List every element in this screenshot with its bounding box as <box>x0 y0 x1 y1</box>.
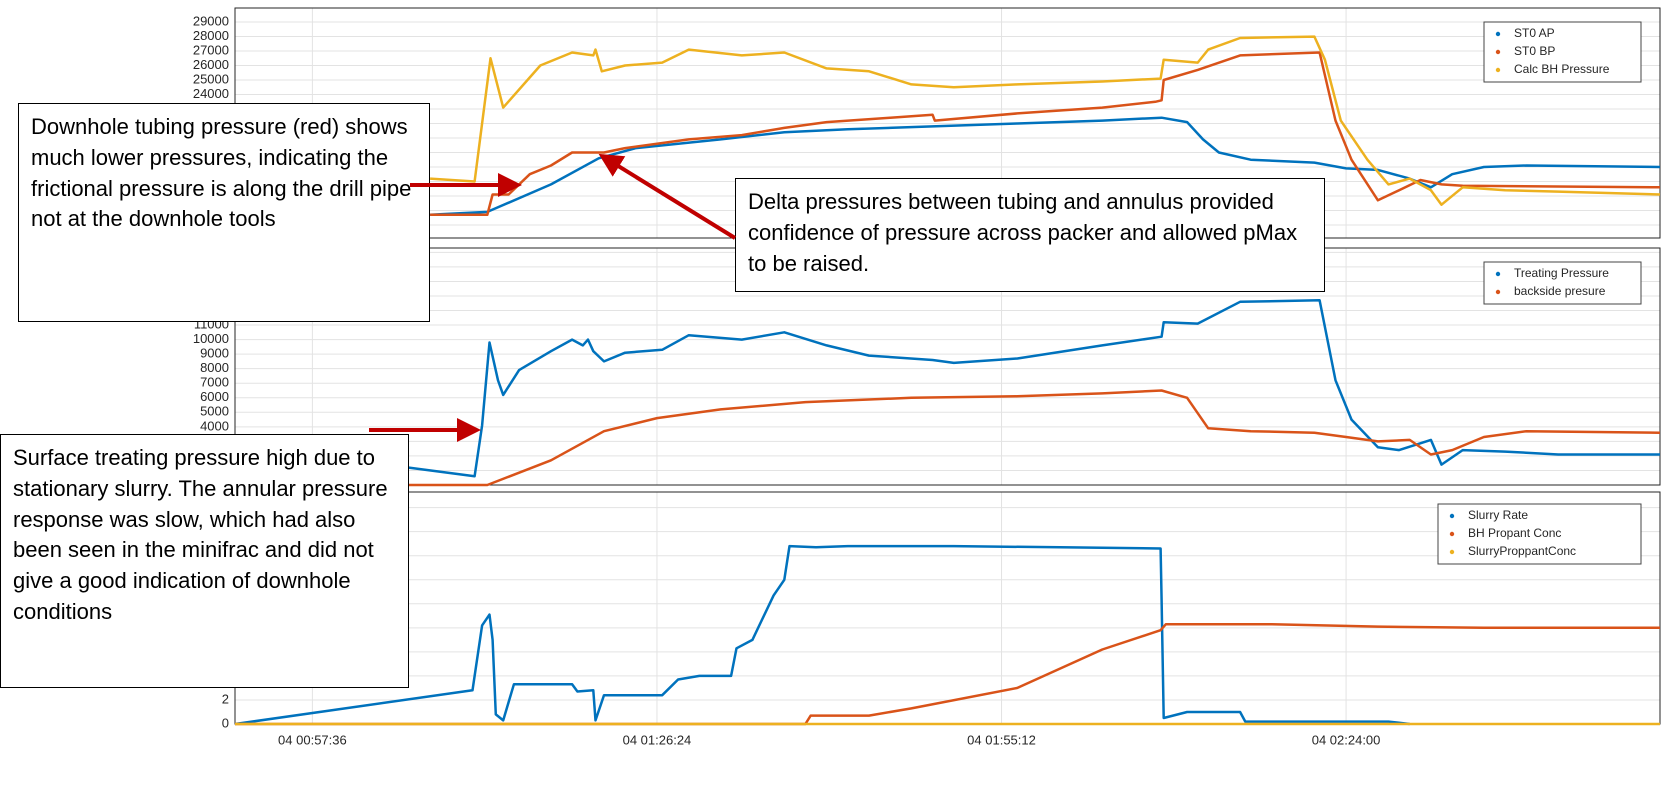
x-tick-label: 04 00:57:36 <box>278 732 347 747</box>
series-line <box>430 116 1661 217</box>
y-tick-label: 24000 <box>193 86 229 101</box>
legend-label: BH Propant Conc <box>1468 526 1561 540</box>
legend-marker <box>1449 531 1455 537</box>
legend-box <box>1483 21 1642 83</box>
legend-marker <box>1449 549 1455 555</box>
legend-marker <box>1495 49 1501 55</box>
callout: Downhole tubing pressure (red) shows muc… <box>18 103 430 322</box>
legend-label: ST0 AP <box>1514 26 1555 40</box>
series-line <box>430 51 1661 217</box>
legend-marker <box>1495 31 1501 37</box>
y-tick-label: 28000 <box>193 28 229 43</box>
callout: Surface treating pressure high due to st… <box>0 434 409 688</box>
y-tick-label: 7000 <box>200 375 229 390</box>
y-tick-label: 29000 <box>193 13 229 28</box>
y-tick-label: 0 <box>222 715 229 730</box>
callout: Delta pressures between tubing and annul… <box>735 178 1325 292</box>
legend-marker <box>1495 289 1501 295</box>
y-tick-label: 4000 <box>200 418 229 433</box>
y-tick-label: 9000 <box>200 346 229 361</box>
legend-box <box>1437 503 1642 565</box>
series-line <box>234 544 1410 726</box>
y-tick-label: 5000 <box>200 404 229 419</box>
x-tick-label: 04 01:26:24 <box>623 732 692 747</box>
legend-label: backside presure <box>1514 284 1606 298</box>
legend-label: Calc BH Pressure <box>1514 62 1610 76</box>
legend-label: Slurry Rate <box>1468 508 1528 522</box>
y-tick-label: 8000 <box>200 360 229 375</box>
y-tick-label: 26000 <box>193 57 229 72</box>
series-line <box>235 622 1660 726</box>
legend-label: SlurryProppantConc <box>1468 544 1576 558</box>
y-tick-label: 10000 <box>193 331 229 346</box>
legend-marker <box>1495 67 1501 73</box>
legend-marker <box>1495 271 1501 277</box>
legend-box <box>1483 261 1642 305</box>
x-tick-label: 04 01:55:12 <box>967 732 1036 747</box>
y-tick-label: 27000 <box>193 42 229 57</box>
legend-marker <box>1449 513 1455 519</box>
series-line <box>408 389 1661 487</box>
y-tick-label: 25000 <box>193 71 229 86</box>
legend-label: ST0 BP <box>1514 44 1555 58</box>
y-tick-label: 2 <box>222 691 229 706</box>
series-line <box>408 299 1660 478</box>
legend-label: Treating Pressure <box>1514 266 1609 280</box>
series-line <box>430 35 1661 206</box>
y-tick-label: 6000 <box>200 389 229 404</box>
x-tick-label: 04 02:24:00 <box>1312 732 1381 747</box>
